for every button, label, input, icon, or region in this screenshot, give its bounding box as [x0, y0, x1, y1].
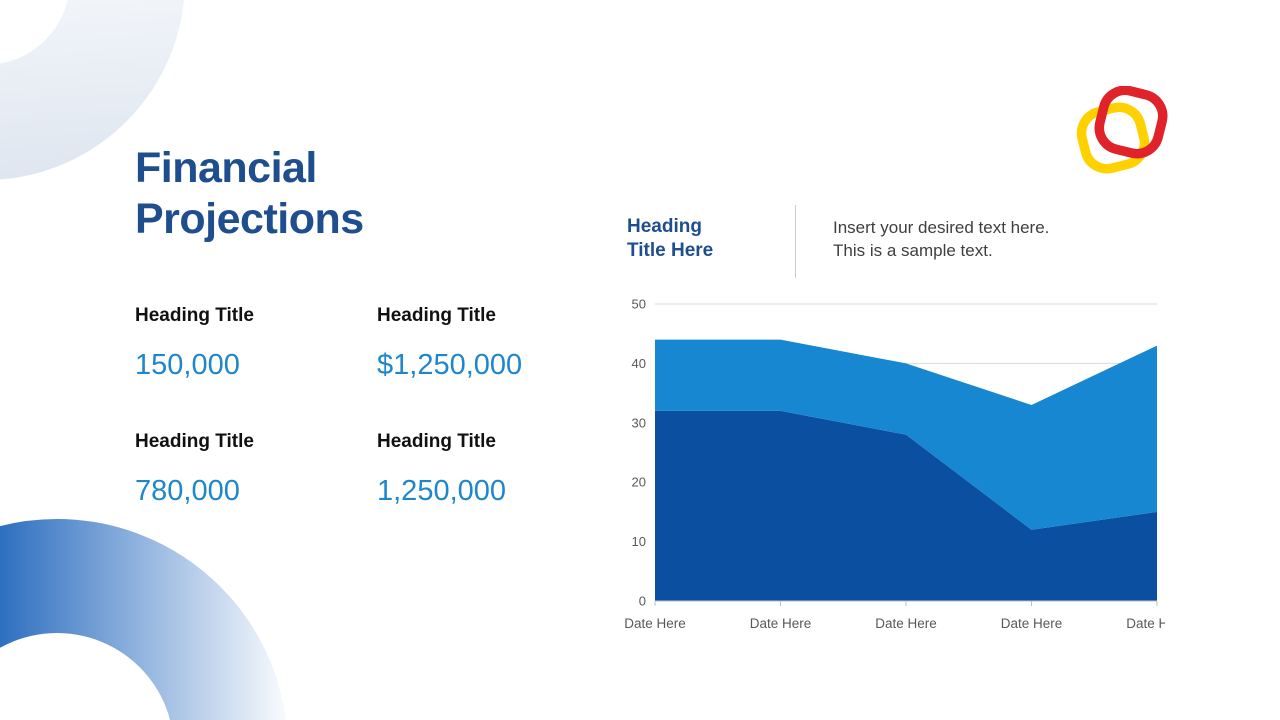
y-tick-label: 40 — [632, 356, 646, 371]
stat-block: Heading Title 780,000 — [135, 431, 377, 507]
area-series-1 — [655, 410, 1157, 601]
y-tick-label: 10 — [632, 534, 646, 549]
stat-value: 1,250,000 — [377, 475, 507, 507]
decor-ring-bottom-left-icon — [0, 519, 287, 720]
info-divider — [795, 205, 796, 278]
y-tick-label: 50 — [632, 297, 646, 312]
info-body-text: Insert your desired text here. This is a… — [833, 218, 1050, 260]
stat-label: Heading Title — [377, 305, 496, 326]
stat-block: Heading Title 1,250,000 — [377, 431, 657, 507]
x-tick-label: Date Here — [750, 616, 812, 631]
logo-red-ring — [1094, 86, 1168, 159]
projection-chart-svg: 0 10 20 30 40 50 Date Here Date Here Date Here Da… — [624, 297, 1188, 632]
stat-block: Heading Title $1,250,000 — [377, 305, 657, 381]
stat-value: 150,000 — [135, 349, 240, 381]
y-tick-label: 30 — [632, 415, 646, 430]
brand-logo-icon — [1076, 86, 1168, 174]
area-series-2 — [655, 339, 1157, 530]
x-tick-label: Date Here — [1001, 616, 1063, 631]
x-tick-label: Date Here — [875, 616, 937, 631]
stat-value: $1,250,000 — [377, 349, 523, 381]
stats-grid: Heading Title 150,000 Heading Title $1,2… — [135, 305, 657, 507]
page-title: Financial Projections — [135, 144, 364, 243]
stat-block: Heading Title 150,000 — [135, 305, 377, 381]
stat-label: Heading Title — [135, 431, 254, 452]
info-heading: Heading Title Here — [627, 216, 714, 261]
projection-chart: 0 10 20 30 40 50 Date Here Date Here Date Here Da… — [620, 292, 1188, 642]
y-tick-label: 0 — [639, 594, 646, 609]
stat-label: Heading Title — [377, 431, 496, 452]
y-tick-label: 20 — [632, 475, 646, 490]
stat-label: Heading Title — [135, 305, 254, 326]
info-panel: Heading Title Here Insert your desired t… — [627, 205, 1049, 278]
logo-yellow-ring — [1076, 102, 1150, 174]
x-tick-label: Date Here — [624, 616, 686, 631]
x-tick-label: Date Here — [1126, 616, 1165, 631]
stat-value: 780,000 — [135, 475, 240, 507]
